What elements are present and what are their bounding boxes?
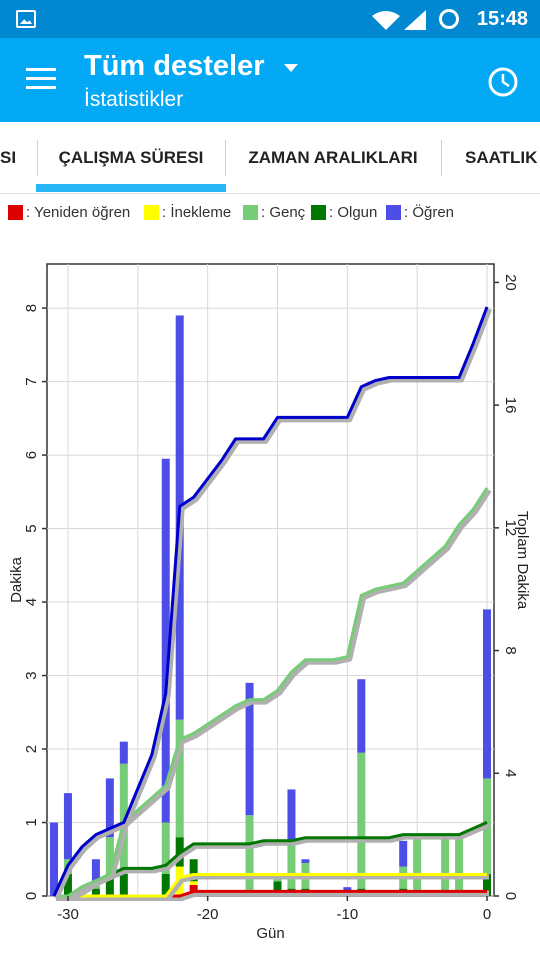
x-tick-label: 0 xyxy=(483,906,491,923)
bar-segment-young xyxy=(287,840,296,889)
plot-frame xyxy=(46,263,495,897)
y-axis-label: Dakika xyxy=(8,556,25,603)
bar-segment-learn xyxy=(49,822,58,896)
cumulative-line-cram xyxy=(53,873,488,898)
y-tick-label: 3 xyxy=(23,671,40,679)
cumulative-line-learn xyxy=(52,306,489,897)
bar-segment-learn xyxy=(357,679,366,753)
bar-segment-learn xyxy=(91,859,100,882)
y-tick-label: 1 xyxy=(23,818,40,826)
bar-segment-learn xyxy=(105,778,114,838)
bar-segment-young xyxy=(357,752,366,889)
bar-segment-young xyxy=(175,719,184,838)
bar-segment-young xyxy=(413,833,422,893)
battery-icon xyxy=(439,9,459,29)
bar-segment-mature xyxy=(105,873,114,896)
y-right-tick-label: 16 xyxy=(502,397,519,414)
bar-segment-young xyxy=(441,833,450,896)
x-tick-label: -20 xyxy=(197,906,219,923)
menu-icon[interactable] xyxy=(26,68,56,90)
bar-segment-cram xyxy=(189,881,198,885)
legend-item-learn: : Öğren xyxy=(386,204,454,221)
y-right-tick-label: 12 xyxy=(502,520,519,537)
chart-legend: : Yeniden öğren : İnekleme : Genç : Olgu… xyxy=(0,200,540,226)
y-tick-label: 8 xyxy=(23,304,40,312)
image-icon xyxy=(16,10,36,28)
page-title[interactable]: Tüm desteler xyxy=(84,50,265,82)
y-tick-label: 7 xyxy=(23,377,40,385)
y-right-tick-label: 4 xyxy=(502,769,519,777)
bar-segment-learn xyxy=(161,458,170,823)
y-right-tick-label: 8 xyxy=(502,646,519,654)
y-tick-label: 5 xyxy=(23,524,40,532)
bar-segment-young xyxy=(105,837,114,874)
tab-intervals[interactable]: ZAMAN ARALIKLARI xyxy=(248,148,418,167)
cumulative-shadow-cram xyxy=(55,873,490,901)
y-tick-label: 4 xyxy=(23,598,40,606)
y-tick-label: 0 xyxy=(23,892,40,900)
cumulative-shadow-mature xyxy=(55,821,491,901)
bar-segment-learn xyxy=(245,682,254,816)
tab-study-time[interactable]: ÇALIŞMA SÜRESI xyxy=(58,148,204,167)
y-tick-label: 2 xyxy=(23,745,40,753)
bar-segment-mature xyxy=(63,873,72,896)
clock-icon[interactable] xyxy=(487,66,519,98)
y-right-tick-label: 0 xyxy=(502,892,519,900)
bar-segment-learn xyxy=(287,789,296,841)
bar-segment-learn xyxy=(483,609,492,779)
legend-item-relearn: : Yeniden öğren xyxy=(8,204,130,221)
tab-partial[interactable]: SI xyxy=(0,148,17,167)
tab-hourly[interactable]: SAATLIK xyxy=(465,148,538,167)
status-bar: 15:48 xyxy=(0,0,540,38)
bar-segment-learn xyxy=(63,793,72,860)
bar-segment-young xyxy=(245,815,254,893)
bar-segment-mature xyxy=(189,859,198,882)
y-right-tick-label: 20 xyxy=(502,274,519,291)
tab-bar: SI ÇALIŞMA SÜRESI ZAMAN ARALIKLARI SAATL… xyxy=(0,122,540,194)
tab-indicator xyxy=(36,184,226,192)
legend-item-cram: : İnekleme xyxy=(144,204,231,221)
page-subtitle: İstatistikler xyxy=(84,88,184,111)
bar-segment-mature xyxy=(483,873,492,896)
x-tick-label: -30 xyxy=(57,906,79,923)
legend-item-mature: : Olgun xyxy=(311,204,377,221)
app-bar: Tüm desteler İstatistikler xyxy=(0,38,540,122)
bar-segment-young xyxy=(161,822,170,874)
bar-segment-mature xyxy=(161,873,170,896)
wifi-icon xyxy=(372,11,400,30)
bar-segment-young xyxy=(455,838,464,896)
bar-segment-learn xyxy=(301,859,310,863)
x-axis-label: Gün xyxy=(256,925,284,942)
bar-segment-mature xyxy=(273,881,282,896)
cumulative-line-mature xyxy=(53,820,488,898)
dropdown-icon[interactable] xyxy=(284,64,298,72)
cumulative-shadow-learn xyxy=(53,307,492,900)
bar-segment-learn xyxy=(399,840,408,867)
bar-segment-mature xyxy=(119,873,128,896)
signal-icon xyxy=(404,10,426,30)
bar-segment-learn xyxy=(119,741,128,764)
y-tick-label: 6 xyxy=(23,451,40,459)
bar-segment-mature xyxy=(91,888,100,896)
x-tick-label: -10 xyxy=(336,906,358,923)
y-right-axis-label: Toplam Dakika xyxy=(514,511,531,610)
legend-item-young: : Genç xyxy=(243,204,305,221)
status-time: 15:48 xyxy=(476,8,528,30)
